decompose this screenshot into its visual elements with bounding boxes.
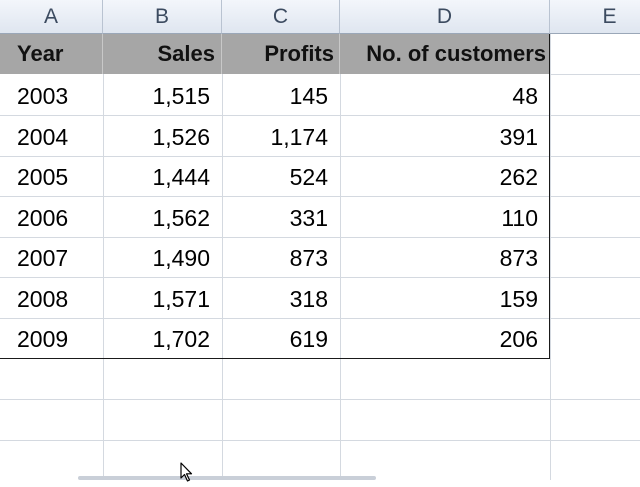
cell-profits[interactable]: 524: [289, 164, 328, 190]
cell-customers[interactable]: 48: [512, 83, 538, 109]
gridline: [550, 34, 551, 480]
gridline: [0, 196, 640, 197]
table-border: [0, 358, 550, 359]
cell-year[interactable]: 2008: [17, 286, 69, 312]
gridline: [0, 440, 640, 441]
column-header-b[interactable]: B: [103, 0, 222, 34]
gridline: [0, 115, 640, 116]
header-cell-profits[interactable]: Profits: [222, 34, 340, 74]
cell-customers[interactable]: 391: [499, 124, 538, 150]
table-border: [549, 34, 550, 359]
gridline: [103, 34, 104, 480]
mouse-pointer-icon: [180, 462, 194, 487]
cell-customers[interactable]: 206: [499, 326, 538, 352]
cell-year[interactable]: 2006: [17, 205, 69, 231]
cell-customers[interactable]: 873: [499, 245, 538, 271]
cell-profits[interactable]: 145: [289, 83, 328, 109]
gridline: [0, 277, 640, 278]
gridline: [0, 399, 640, 400]
cell-profits[interactable]: 1,174: [270, 124, 328, 150]
gridline: [340, 34, 341, 480]
cell-profits[interactable]: 331: [289, 205, 328, 231]
gridline: [0, 318, 640, 319]
cell-year[interactable]: 2003: [17, 83, 69, 109]
horizontal-scrollbar[interactable]: [78, 476, 376, 480]
column-header-e[interactable]: E: [550, 0, 640, 34]
header-cell-customers[interactable]: No. of customers: [340, 34, 550, 74]
cell-sales[interactable]: 1,490: [152, 245, 210, 271]
header-cell-year[interactable]: Year: [0, 34, 103, 74]
cell-year[interactable]: 2007: [17, 245, 69, 271]
cell-customers[interactable]: 110: [501, 205, 538, 231]
column-header-a[interactable]: A: [0, 0, 103, 34]
column-header-c[interactable]: C: [222, 0, 340, 34]
cell-sales[interactable]: 1,571: [152, 286, 210, 312]
cell-profits[interactable]: 619: [289, 326, 328, 352]
gridline: [0, 237, 640, 238]
cell-customers[interactable]: 159: [499, 286, 538, 312]
cell-sales[interactable]: 1,444: [152, 164, 210, 190]
cell-sales[interactable]: 1,515: [152, 83, 210, 109]
cell-year[interactable]: 2009: [17, 326, 69, 352]
cell-sales[interactable]: 1,562: [152, 205, 210, 231]
cell-sales[interactable]: 1,526: [152, 124, 210, 150]
cell-sales[interactable]: 1,702: [152, 326, 210, 352]
header-cell-sales[interactable]: Sales: [103, 34, 222, 74]
gridline: [550, 74, 640, 75]
cell-profits[interactable]: 873: [289, 245, 328, 271]
cell-customers[interactable]: 262: [499, 164, 538, 190]
cell-year[interactable]: 2005: [17, 164, 69, 190]
cell-year[interactable]: 2004: [17, 124, 69, 150]
gridline: [0, 156, 640, 157]
gridline: [222, 34, 223, 480]
cell-profits[interactable]: 318: [289, 286, 328, 312]
column-header-d[interactable]: D: [340, 0, 550, 34]
